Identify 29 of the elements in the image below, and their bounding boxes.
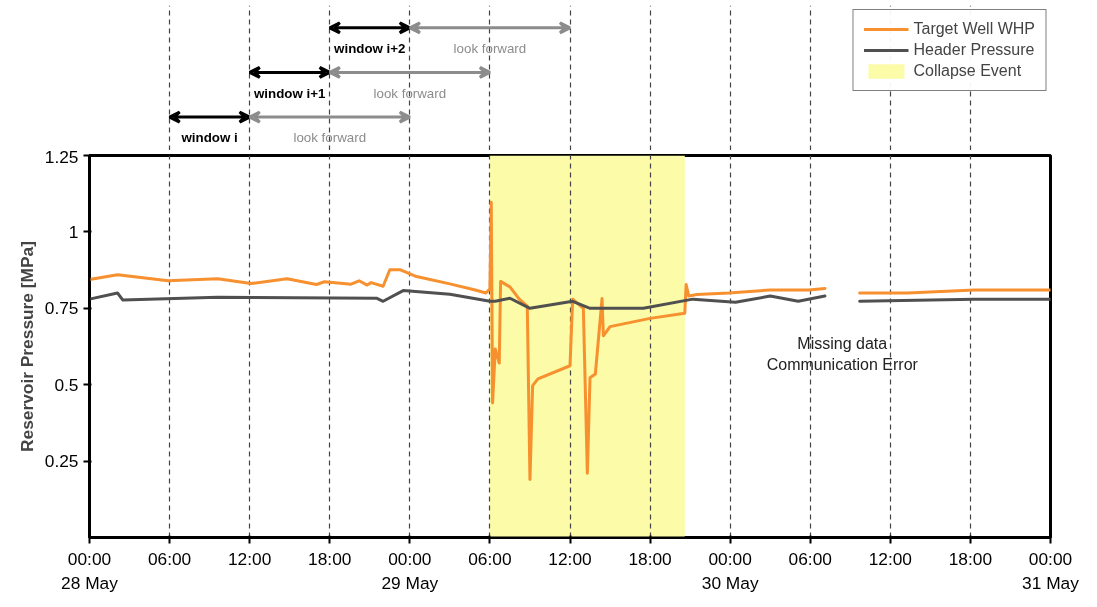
x-tick-label: 12:00: [868, 548, 913, 569]
x-tick-label: 00:00 31 May: [1022, 548, 1080, 593]
x-tick-label: 18:00: [628, 548, 672, 569]
y-tick-label: 0.5: [54, 374, 79, 395]
legend-label: Target Well WHP: [913, 20, 1035, 38]
text: look forward: [293, 130, 367, 146]
x-tick-label: 00:00 30 May: [701, 548, 759, 593]
y-tick-label: 1.25: [44, 146, 79, 167]
x-tick-label: 06:00: [468, 548, 512, 569]
x-tick-label: 18:00: [308, 548, 352, 569]
y-tick-label: 0.25: [44, 451, 79, 472]
x-tick-label: 12:00: [227, 548, 272, 569]
text: window i+2: [333, 41, 406, 57]
legend-label: Collapse Event: [913, 62, 1022, 80]
y-tick-label: 0.75: [44, 298, 79, 319]
legend-label: Header Pressure: [913, 41, 1035, 59]
x-tick-label: 00:00 29 May: [381, 548, 439, 593]
text: look forward: [453, 41, 527, 57]
x-tick-label: 12:00: [548, 548, 592, 569]
x-tick-label: 18:00: [948, 548, 993, 569]
text: window i+1: [252, 85, 327, 101]
text: window i: [180, 130, 238, 146]
y-tick-label: 1: [68, 221, 79, 242]
x-tick-label: 00:00 28 May: [61, 548, 119, 593]
x-tick-label: 06:00: [147, 548, 192, 569]
y-axis-title: Reservoir Pressure [MPa]: [16, 241, 37, 452]
x-tick-label: 06:00: [788, 548, 832, 569]
annotation: Missing data Communication Error: [766, 335, 919, 373]
text: look forward: [373, 85, 447, 101]
